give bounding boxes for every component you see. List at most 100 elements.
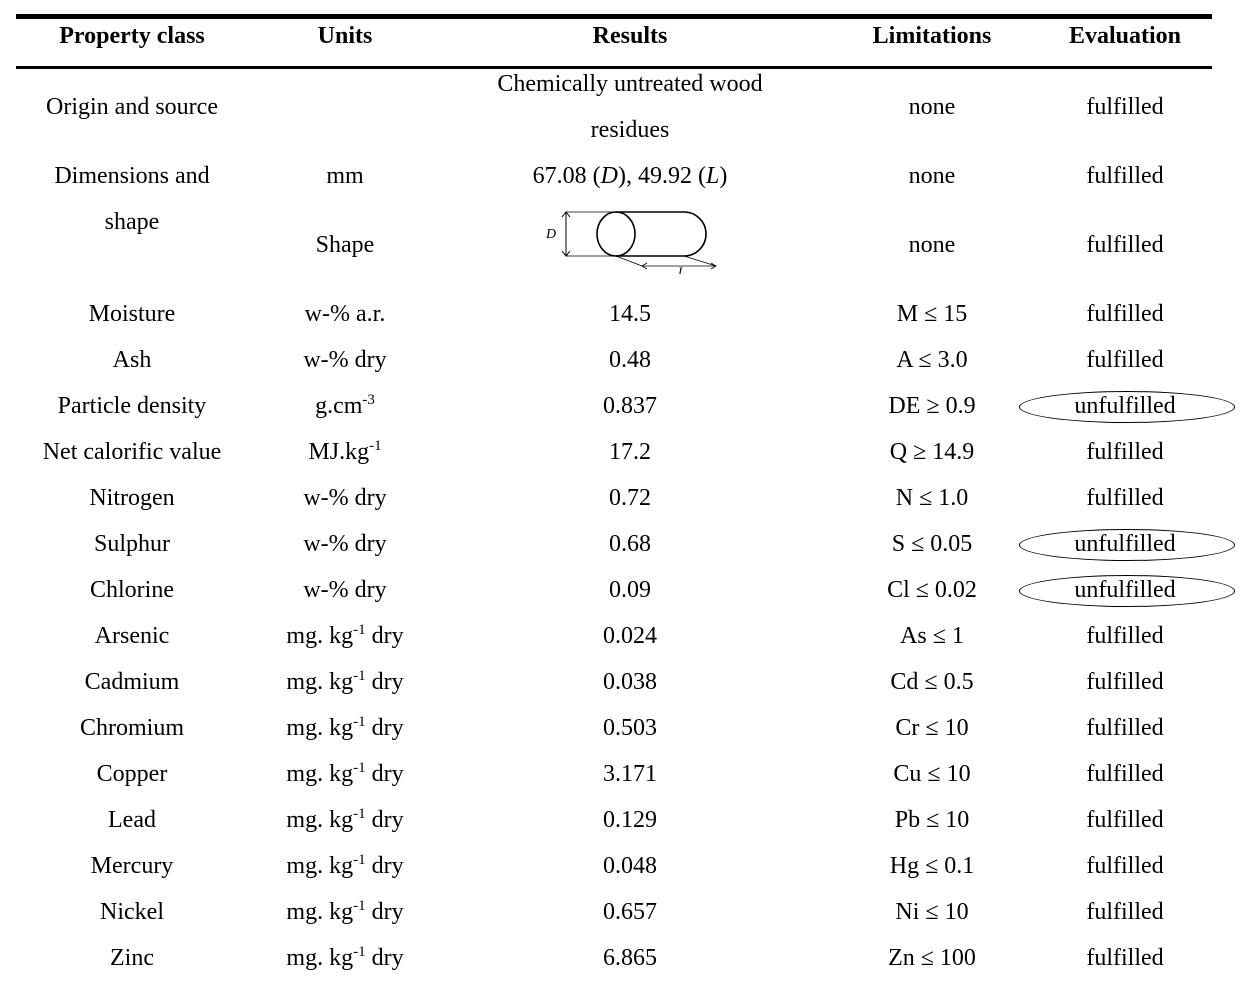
property-cell: Net calorific value: [42, 439, 222, 465]
dimensions-property-line1: Dimensions and: [54, 163, 210, 189]
result-cell: 14.5: [609, 301, 651, 327]
property-cell: Chromium: [79, 715, 185, 741]
header-evaluation: Evaluation: [1068, 23, 1182, 49]
dimensions-property-line2: shape: [104, 209, 160, 235]
units-cell: mg. kg-1 dry: [286, 714, 403, 742]
unfulfilled-highlight-ellipse: [1019, 391, 1235, 423]
units-superscript: -3: [362, 392, 375, 408]
units-superscript: -1: [353, 944, 366, 960]
units-superscript: -1: [353, 852, 366, 868]
units-text: mg. kg: [286, 761, 354, 787]
unfulfilled-highlight-ellipse: [1019, 575, 1235, 607]
evaluation-cell: fulfilled: [1086, 623, 1164, 649]
units-text: mg. kg: [286, 807, 354, 833]
result-cell: 0.837: [603, 393, 657, 419]
units-cell: mg. kg-1 dry: [286, 622, 403, 650]
evaluation-cell: fulfilled: [1086, 669, 1164, 695]
evaluation-cell: fulfilled: [1086, 899, 1164, 925]
units-suffix: dry: [365, 761, 404, 787]
shape-limitation: none: [908, 232, 956, 258]
result-cell: 6.865: [603, 945, 657, 971]
origin-result-line2: residues: [590, 117, 670, 143]
units-text: w-% dry: [303, 485, 387, 511]
result-cell: 3.171: [603, 761, 657, 787]
units-superscript: -1: [353, 898, 366, 914]
property-cell: Moisture: [88, 301, 176, 327]
table-top-rule: [16, 14, 1212, 19]
units-text: mg. kg: [286, 715, 354, 741]
diagram-cylinder-end: [596, 211, 636, 257]
units-cell: mg. kg-1 dry: [286, 668, 403, 696]
property-cell: Cadmium: [84, 669, 180, 695]
shape-evaluation: fulfilled: [1086, 232, 1164, 258]
units-text: w-% dry: [303, 577, 387, 603]
units-text: mg. kg: [286, 853, 354, 879]
result-cell: 0.048: [603, 853, 657, 879]
units-cell: mg. kg-1 dry: [286, 806, 403, 834]
header-limitations: Limitations: [872, 23, 992, 49]
evaluation-cell: fulfilled: [1086, 761, 1164, 787]
property-cell: Nitrogen: [89, 485, 175, 511]
table-header-rule: [16, 66, 1212, 69]
result-cell: 0.503: [603, 715, 657, 741]
units-superscript: -1: [353, 668, 366, 684]
result-cell: 0.129: [603, 807, 657, 833]
result-cell: 0.72: [609, 485, 651, 511]
origin-property: Origin and source: [46, 94, 218, 120]
evaluation-cell: fulfilled: [1086, 945, 1164, 971]
diagram-l-label: L: [677, 264, 685, 274]
units-cell: w-% dry: [303, 530, 386, 558]
result-cell: 0.657: [603, 899, 657, 925]
result-cell: 0.09: [609, 577, 651, 603]
dimensions-result: 67.08 (D), 49.92 (L): [532, 163, 728, 189]
result-cell: 0.48: [609, 347, 651, 373]
units-superscript: -1: [353, 622, 366, 638]
units-suffix: dry: [365, 669, 404, 695]
unfulfilled-highlight-ellipse: [1019, 529, 1235, 561]
units-cell: w-% dry: [303, 484, 386, 512]
units-text: w-% dry: [303, 347, 387, 373]
limitation-cell: Cr ≤ 10: [895, 715, 969, 741]
property-cell: Zinc: [110, 945, 154, 971]
property-cell: Ash: [112, 347, 152, 373]
units-text: w-% dry: [303, 531, 387, 557]
units-superscript: -1: [353, 806, 366, 822]
dimensions-units: mm: [326, 163, 364, 189]
units-suffix: dry: [365, 807, 404, 833]
property-cell: Lead: [108, 807, 156, 833]
evaluation-cell: fulfilled: [1086, 347, 1164, 373]
result-cell: 17.2: [609, 439, 651, 465]
evaluation-cell: fulfilled: [1086, 485, 1164, 511]
diagram-l-arrowheads: [641, 262, 717, 270]
units-text: mg. kg: [286, 669, 354, 695]
cylinder-shape-diagram: D L: [545, 211, 717, 274]
property-cell: Mercury: [90, 853, 174, 879]
units-text: MJ.kg: [308, 439, 370, 465]
diagram-l-extension-right: [683, 255, 717, 267]
result-cell: 0.68: [609, 531, 651, 557]
property-cell: Chlorine: [90, 577, 174, 603]
units-cell: w-% a.r.: [305, 300, 386, 328]
header-property-class: Property class: [59, 23, 205, 49]
units-text: g.cm: [315, 393, 363, 419]
dimensions-evaluation: fulfilled: [1086, 163, 1164, 189]
units-cell: mg. kg-1 dry: [286, 898, 403, 926]
limitation-cell: Cu ≤ 10: [893, 761, 971, 787]
property-cell: Copper: [96, 761, 168, 787]
limitation-cell: Cd ≤ 0.5: [890, 669, 974, 695]
diagram-cylinder-body: [616, 211, 707, 257]
diagram-d-label: D: [545, 227, 556, 242]
evaluation-cell: fulfilled: [1086, 807, 1164, 833]
units-cell: g.cm-3: [315, 392, 375, 420]
header-units: Units: [317, 23, 373, 49]
units-superscript: -1: [353, 760, 366, 776]
result-cell: 0.024: [603, 623, 657, 649]
units-suffix: dry: [365, 899, 404, 925]
evaluation-cell: fulfilled: [1086, 853, 1164, 879]
header-results: Results: [592, 23, 668, 49]
units-text: mg. kg: [286, 623, 354, 649]
diagram-l-extension-left: [615, 255, 643, 267]
limitation-cell: Ni ≤ 10: [895, 899, 969, 925]
units-text: mg. kg: [286, 945, 354, 971]
limitation-cell: Pb ≤ 10: [894, 807, 970, 833]
